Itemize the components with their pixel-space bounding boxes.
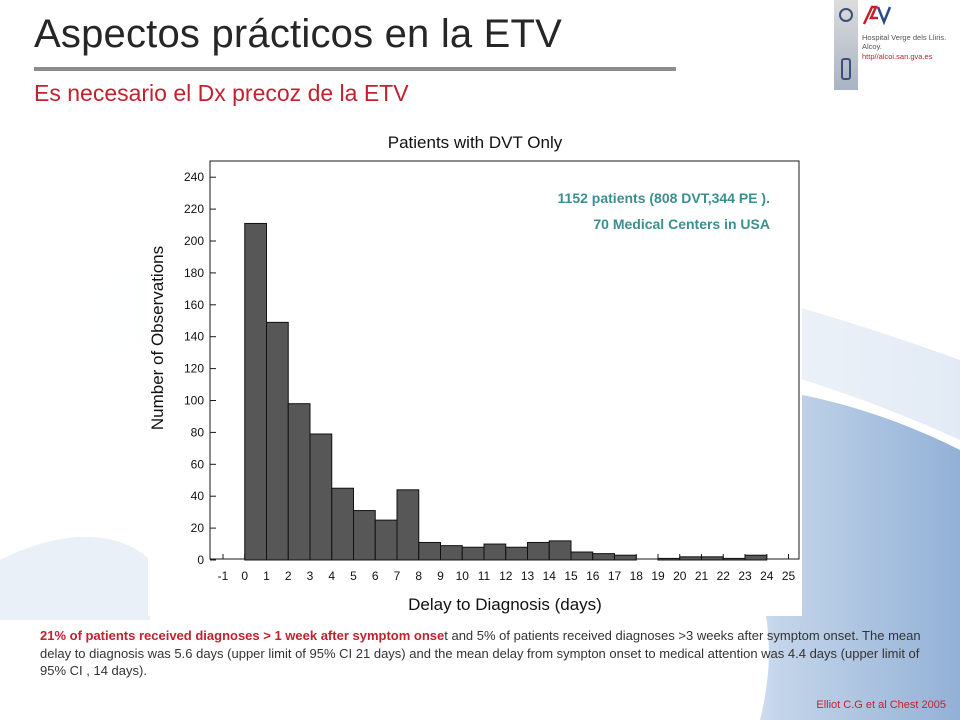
bar-day-20 <box>679 556 702 561</box>
bar-day-13 <box>527 541 550 561</box>
hospital-logo: Hospital Verge dels Lliris. Alcoy. http/… <box>834 0 960 92</box>
y-tick-label: 80 <box>191 425 205 439</box>
y-tick-label: 180 <box>184 266 204 280</box>
bar-day-2 <box>287 403 311 561</box>
x-tick-label: 22 <box>717 569 731 583</box>
annotation-patients: 1152 patients (808 DVT,344 PE ). <box>558 190 770 206</box>
y-tick-label: 0 <box>197 553 204 567</box>
x-tick-label: 15 <box>564 569 578 583</box>
x-tick-label: 12 <box>499 569 513 583</box>
x-tick-label: 3 <box>307 569 314 583</box>
x-tick-label: 6 <box>372 569 379 583</box>
x-tick-label: 25 <box>782 569 796 583</box>
bar-day-11 <box>483 543 507 561</box>
x-tick-label: 16 <box>586 569 600 583</box>
x-tick-label: 19 <box>651 569 665 583</box>
y-tick-label: 120 <box>184 362 204 376</box>
x-tick-label: 13 <box>521 569 535 583</box>
x-tick-label: 1 <box>263 569 270 583</box>
x-tick-label: 18 <box>630 569 644 583</box>
bar-day-16 <box>592 553 615 561</box>
x-tick-label: 8 <box>415 569 422 583</box>
bar-day-19 <box>657 557 681 561</box>
slide-title: Aspectos prácticos en la ETV <box>34 12 563 56</box>
bar-day-23 <box>744 554 768 561</box>
y-tick-label: 100 <box>184 394 204 408</box>
chart-panel: Patients with DVT Only Number of Observa… <box>148 128 802 616</box>
av-badge-icon <box>862 5 892 26</box>
bar-day-3 <box>309 433 333 561</box>
bar-day-17 <box>614 554 637 561</box>
x-tick-label: 0 <box>241 569 248 583</box>
y-axis-label: Number of Observations <box>148 246 167 430</box>
x-tick-label: 20 <box>673 569 687 583</box>
findings-rest: t and 5% of patients received diagnoses … <box>40 628 921 678</box>
y-tick-label: 60 <box>191 457 205 471</box>
bar-day-0 <box>244 222 267 561</box>
x-tick-label: 2 <box>285 569 292 583</box>
x-tick-label: 21 <box>695 569 709 583</box>
findings-highlight: 21% of patients received diagnoses > 1 w… <box>40 628 445 643</box>
x-tick-label: 4 <box>328 569 335 583</box>
x-tick-label: 10 <box>456 569 470 583</box>
logo-mark-icon <box>839 8 853 22</box>
x-tick-label: 11 <box>478 569 491 583</box>
y-tick-label: 20 <box>191 521 205 535</box>
bar-day-1 <box>266 321 289 561</box>
bar-day-6 <box>374 519 398 561</box>
x-tick-label: 7 <box>394 569 401 583</box>
bar-day-10 <box>461 546 485 561</box>
logo-strip <box>834 0 858 90</box>
title-divider <box>34 67 676 71</box>
x-tick-label: 9 <box>437 569 444 583</box>
bar-day-12 <box>505 546 528 561</box>
x-tick-label: 14 <box>543 569 557 583</box>
x-axis-label: Delay to Diagnosis (days) <box>408 595 602 614</box>
x-tick-label: 24 <box>760 569 774 583</box>
logo-figure-icon <box>841 58 851 80</box>
y-tick-label: 240 <box>184 170 204 184</box>
bar-day-14 <box>548 540 572 561</box>
bar-day-5 <box>353 510 376 561</box>
y-tick-label: 140 <box>184 330 204 344</box>
y-tick-label: 220 <box>184 202 204 216</box>
slide-subtitle: Es necesario el Dx precoz de la ETV <box>34 80 409 106</box>
annotation-centers: 70 Medical Centers in USA <box>593 216 770 232</box>
bar-day-15 <box>570 551 594 561</box>
y-tick-label: 40 <box>191 489 205 503</box>
x-tick-label: -1 <box>218 569 229 583</box>
citation: Elliot C.G et al Chest 2005 <box>816 699 946 711</box>
bar-day-4 <box>331 487 354 561</box>
hospital-url: http//alcoi.san.gva.es <box>862 52 933 61</box>
bar-day-8 <box>418 541 441 561</box>
x-tick-label: 5 <box>350 569 357 583</box>
bar-day-7 <box>396 489 420 561</box>
bar-day-9 <box>440 545 463 561</box>
x-tick-label: 17 <box>608 569 622 583</box>
chart-title: Patients with DVT Only <box>388 133 563 152</box>
histogram-chart: Patients with DVT Only Number of Observa… <box>148 133 800 614</box>
y-tick-label: 200 <box>184 234 204 248</box>
findings-paragraph: 21% of patients received diagnoses > 1 w… <box>40 627 928 680</box>
bar-day-22 <box>722 557 746 561</box>
bar-day-21 <box>701 556 724 561</box>
x-tick-label: 23 <box>738 569 752 583</box>
y-tick-label: 160 <box>184 298 204 312</box>
hospital-name: Hospital Verge dels Lliris. Alcoy. <box>862 33 947 51</box>
